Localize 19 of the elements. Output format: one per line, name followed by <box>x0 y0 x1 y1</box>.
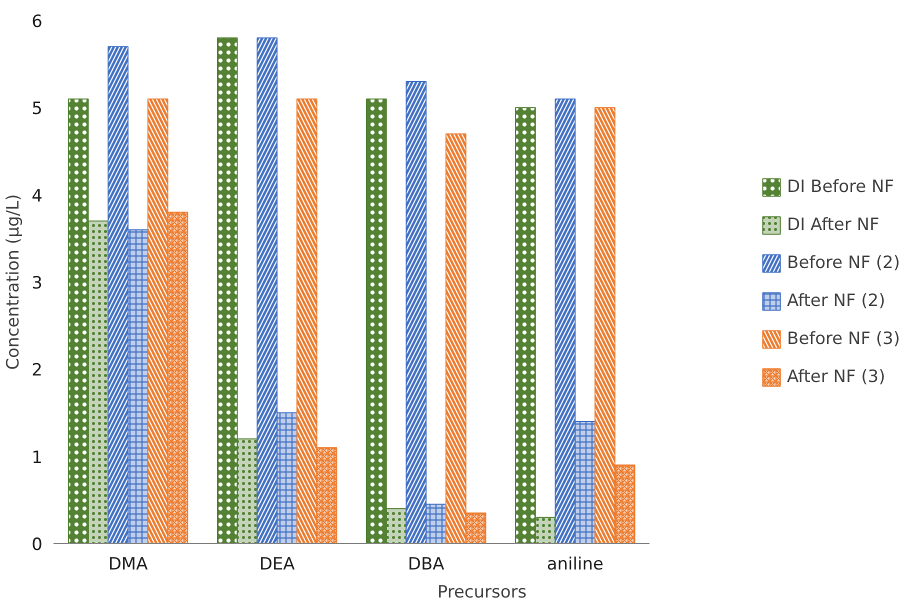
y-tick-label: 6 <box>32 12 43 32</box>
legend-label: DI Before NF <box>787 176 894 196</box>
y-tick-label: 5 <box>32 99 43 120</box>
y-tick-label: 3 <box>32 274 43 294</box>
x-tick-label: DEA <box>259 554 296 574</box>
legend-label: Before NF (3) <box>787 328 900 348</box>
y-tick-label: 2 <box>32 360 43 381</box>
x-tick-label: DBA <box>408 554 445 574</box>
legend-label: After NF (2) <box>787 290 886 310</box>
x-tick-label: aniline <box>546 554 604 574</box>
legend-label: Before NF (2) <box>787 252 900 272</box>
x-tick-label: DMA <box>108 554 148 574</box>
y-tick-label: 4 <box>32 186 43 206</box>
y-axis-title: Concentration (µg/L) <box>4 194 24 370</box>
legend-label: DI After NF <box>787 214 880 234</box>
y-tick-label: 0 <box>32 535 43 555</box>
x-axis-title: Precursors <box>437 582 527 602</box>
legend-label: After NF (3) <box>787 366 886 386</box>
y-tick-label: 1 <box>32 448 43 468</box>
